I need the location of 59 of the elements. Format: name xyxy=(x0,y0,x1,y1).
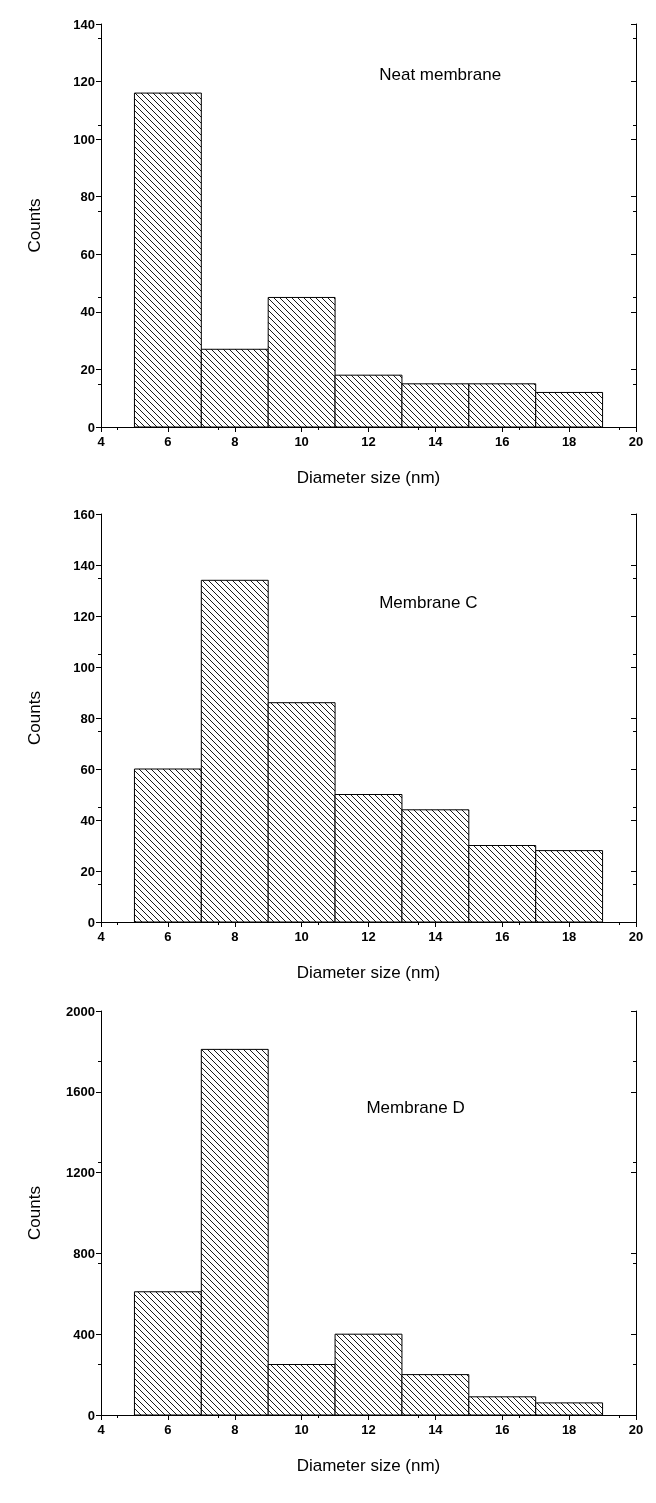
y-tick-label: 140 xyxy=(73,557,95,573)
y-tick-label: 60 xyxy=(80,246,95,262)
y-axis-title: Counts xyxy=(25,198,44,253)
x-axis-title: Diameter size (nm) xyxy=(296,1456,441,1475)
x-tick-label: 12 xyxy=(361,1422,376,1437)
x-tick-label: 18 xyxy=(561,1422,577,1437)
annotation: Membrane D xyxy=(366,1098,465,1118)
y-tick-label: 2000 xyxy=(66,1003,95,1019)
x-tick-label: 18 xyxy=(561,929,577,944)
annotation: Neat membrane xyxy=(379,65,502,85)
y-tick-label: 20 xyxy=(80,361,95,377)
y-tick-label: 0 xyxy=(87,914,95,930)
x-tick-label: 14 xyxy=(428,1422,444,1437)
y-tick-label: 140 xyxy=(73,16,95,32)
x-tick-label: 8 xyxy=(231,434,239,449)
y-tick-label: 120 xyxy=(73,608,95,624)
x-tick-label: 10 xyxy=(294,434,309,449)
x-tick-label: 12 xyxy=(361,929,376,944)
x-tick-label: 20 xyxy=(628,434,644,449)
x-tick-label: 6 xyxy=(164,1422,172,1437)
y-tick-label: 0 xyxy=(87,419,95,435)
x-tick-label: 4 xyxy=(97,434,106,449)
y-tick-label: 0 xyxy=(87,1407,95,1423)
y-tick-label: 1200 xyxy=(66,1165,95,1181)
y-tick-label: 40 xyxy=(80,812,95,828)
x-tick-label: 14 xyxy=(428,434,444,449)
x-tick-label: 20 xyxy=(628,929,644,944)
x-tick-label: 6 xyxy=(164,929,172,944)
annotation: Membrane C xyxy=(379,593,478,612)
y-tick-label: 60 xyxy=(80,761,95,777)
y-tick-label: 100 xyxy=(73,659,95,675)
y-tick-label: 800 xyxy=(73,1245,95,1261)
y-tick-label: 80 xyxy=(80,189,95,205)
x-tick-label: 8 xyxy=(231,929,239,944)
y-tick-label: 400 xyxy=(73,1326,95,1342)
x-tick-label: 10 xyxy=(294,1422,309,1437)
x-tick-label: 20 xyxy=(628,1422,644,1437)
y-tick-label: 40 xyxy=(80,304,95,320)
x-tick-label: 16 xyxy=(495,434,510,449)
x-tick-label: 14 xyxy=(428,929,444,944)
y-axis-title: Counts xyxy=(25,691,44,745)
x-tick-label: 6 xyxy=(164,434,172,449)
y-tick-label: 20 xyxy=(80,863,95,879)
x-tick-label: 4 xyxy=(97,929,106,944)
x-tick-label: 16 xyxy=(495,1422,510,1437)
y-tick-label: 80 xyxy=(80,710,95,726)
y-axis-title: Counts xyxy=(25,1186,44,1240)
x-axis-title: Diameter size (nm) xyxy=(296,468,441,487)
x-axis-title: Diameter size (nm) xyxy=(296,963,441,982)
y-tick-label: 1600 xyxy=(66,1084,95,1100)
y-tick-label: 100 xyxy=(73,131,95,147)
y-tick-label: 160 xyxy=(73,506,95,522)
x-tick-label: 12 xyxy=(361,434,376,449)
x-tick-label: 18 xyxy=(561,434,577,449)
x-tick-label: 16 xyxy=(495,929,510,944)
x-tick-label: 8 xyxy=(231,1422,239,1437)
x-tick-label: 10 xyxy=(294,929,309,944)
x-tick-label: 4 xyxy=(97,1422,106,1437)
y-tick-label: 120 xyxy=(73,74,95,90)
